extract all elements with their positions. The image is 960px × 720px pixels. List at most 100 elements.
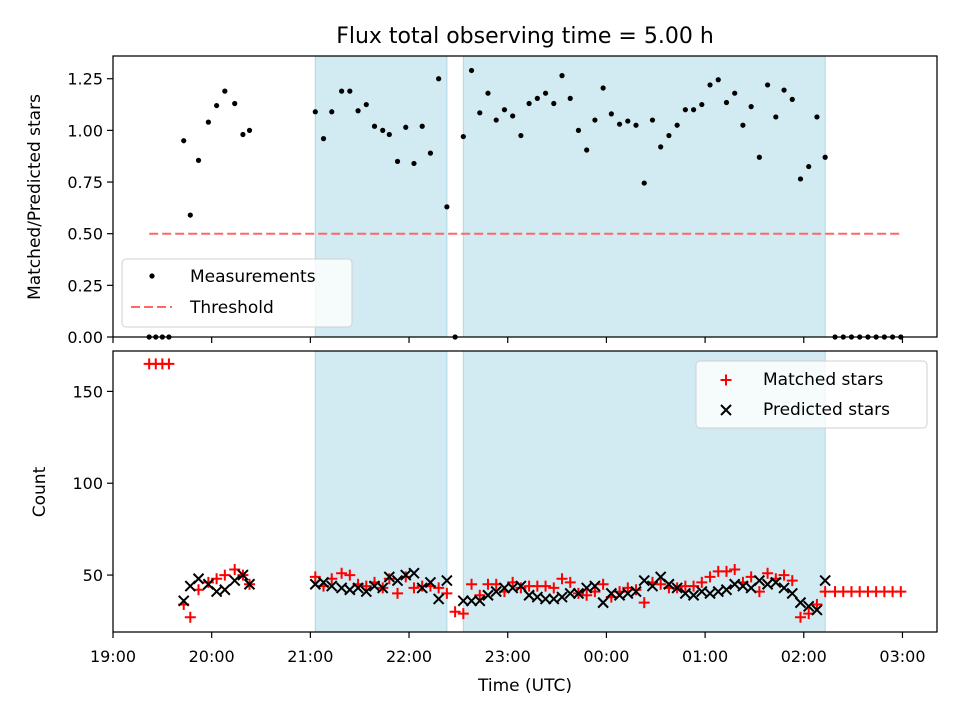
measurement-point-58 — [682, 107, 688, 113]
x-tick-label: 03:00 — [879, 647, 925, 666]
predicted-point-25 — [441, 574, 453, 587]
predicted-point-58 — [720, 584, 733, 596]
matched-point-17 — [344, 569, 356, 581]
measurement-point-12 — [246, 127, 253, 133]
predicted-point-9 — [309, 578, 322, 590]
measurement-point-54 — [649, 117, 656, 123]
measurement-point-43 — [559, 73, 565, 79]
chart-title: Flux total observing time = 5.00 h — [336, 24, 714, 49]
measurement-point-40 — [534, 95, 540, 101]
measurement-point-47 — [592, 117, 598, 123]
predicted-point-30 — [490, 585, 502, 598]
predicted-point-54 — [687, 589, 700, 601]
matched-point-84 — [895, 586, 907, 598]
predicted-point-8 — [243, 578, 256, 590]
measurement-point-25 — [411, 160, 417, 167]
predicted-point-55 — [696, 585, 708, 598]
measurement-point-67 — [756, 154, 762, 160]
measurement-point-11 — [240, 131, 246, 138]
measurement-point-31 — [460, 133, 466, 140]
bottom-legend: Matched stars Predicted stars — [695, 360, 928, 429]
measurement-point-29 — [444, 204, 450, 210]
predicted-point-47 — [630, 585, 642, 598]
measurement-point-13 — [312, 109, 318, 115]
matched-point-55 — [655, 578, 667, 590]
legend-matched-stars: Matched stars — [763, 370, 883, 390]
measurement-point-49 — [608, 111, 614, 117]
predicted-point-36 — [539, 593, 552, 605]
x-tick-label: 01:00 — [682, 647, 728, 666]
predicted-point-33 — [515, 580, 527, 592]
measurement-point-61 — [707, 82, 713, 88]
matched-point-16 — [336, 567, 348, 579]
predicted-point-2 — [192, 573, 205, 585]
measurement-point-27 — [427, 150, 434, 156]
matched-point-28 — [433, 582, 445, 594]
matched-point-19 — [360, 580, 372, 592]
measurement-point-22 — [386, 131, 392, 138]
predicted-point-13 — [344, 584, 356, 596]
legend-measurements-marker — [149, 273, 155, 279]
measurement-point-33 — [477, 110, 483, 116]
bottom-panel: 50 100 150 19:00 20:00 21:00 22:00 23:00 00:00 0… — [30, 350, 938, 696]
predicted-point-6 — [229, 574, 241, 587]
measurement-point-44 — [567, 95, 573, 101]
measurement-point-72 — [797, 176, 804, 182]
measurement-point-75 — [822, 154, 828, 160]
predicted-point-23 — [424, 576, 437, 589]
predicted-point-65 — [778, 582, 790, 594]
predicted-point-52 — [671, 582, 683, 594]
measurement-point-51 — [625, 118, 631, 124]
predicted-point-63 — [761, 578, 774, 590]
predicted-point-69 — [811, 604, 823, 616]
top-x-ticks — [112, 337, 904, 343]
measurement-point-8 — [214, 102, 220, 109]
predicted-point-19 — [391, 574, 404, 587]
measurement-point-65 — [740, 122, 746, 128]
matched-point-9 — [219, 569, 231, 581]
x-tick-label: 23:00 — [485, 647, 531, 666]
measurement-point-39 — [526, 100, 532, 107]
measurement-point-69 — [773, 114, 779, 120]
legend-predicted-marker — [720, 404, 732, 416]
measurement-point-9 — [222, 88, 228, 94]
matched-point-32 — [466, 578, 478, 590]
y-tick-label: 150 — [72, 382, 103, 401]
matched-point-43 — [556, 573, 568, 585]
predicted-point-44 — [605, 587, 618, 600]
predicted-point-16 — [368, 580, 381, 592]
predicted-point-7 — [237, 569, 249, 581]
predicted-point-45 — [613, 589, 626, 601]
predicted-point-32 — [506, 582, 519, 594]
measurement-point-68 — [764, 82, 771, 88]
predicted-point-10 — [317, 576, 330, 589]
measurement-point-53 — [641, 180, 647, 186]
matched-point-42 — [548, 582, 560, 594]
x-tick-label: 22:00 — [386, 647, 432, 666]
predicted-point-43 — [597, 596, 609, 609]
predicted-point-15 — [360, 585, 372, 598]
measurement-point-23 — [394, 158, 401, 164]
predicted-point-4 — [210, 585, 223, 598]
measurement-point-28 — [436, 76, 442, 82]
measurement-point-10 — [232, 100, 238, 107]
predicted-point-37 — [548, 593, 560, 605]
measurement-point-62 — [715, 77, 721, 83]
matched-point-68 — [762, 567, 774, 579]
predicted-point-11 — [326, 580, 338, 592]
predicted-point-20 — [400, 569, 412, 581]
measurement-point-37 — [510, 113, 516, 119]
matched-point-23 — [392, 587, 404, 599]
measurement-point-20 — [371, 123, 378, 129]
predicted-point-66 — [786, 587, 798, 600]
matched-point-59 — [688, 580, 700, 592]
matched-point-60 — [696, 576, 708, 588]
measurement-point-15 — [329, 109, 335, 115]
predicted-point-29 — [482, 589, 494, 601]
predicted-point-26 — [457, 595, 470, 607]
predicted-point-12 — [335, 582, 348, 594]
matched-point-75 — [819, 586, 831, 598]
matched-point-64 — [729, 564, 741, 576]
y-tick-label: 0.75 — [67, 173, 103, 192]
matched-point-3 — [163, 358, 175, 370]
